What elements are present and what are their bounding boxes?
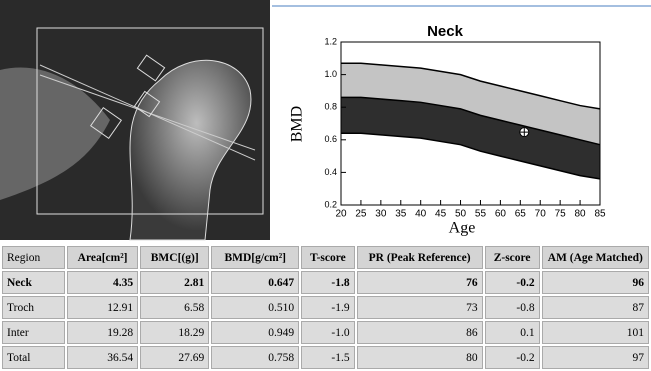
table-cell: BMD[g/cm²] bbox=[211, 246, 299, 269]
y-tick-label: 1.0 bbox=[324, 69, 337, 79]
y-tick-label: 0.8 bbox=[324, 102, 337, 112]
table-cell: 80 bbox=[357, 346, 483, 369]
table-cell: 101 bbox=[542, 321, 649, 344]
table-cell: PR (Peak Reference) bbox=[357, 246, 483, 269]
table-cell: 4.35 bbox=[67, 271, 138, 294]
table-cell: 27.69 bbox=[140, 346, 209, 369]
table-cell: 97 bbox=[542, 346, 649, 369]
table-cell: Area[cm²] bbox=[67, 246, 138, 269]
table-cell: BMC[(g)] bbox=[140, 246, 209, 269]
table-cell: 87 bbox=[542, 296, 649, 319]
table-cell: AM (Age Matched) bbox=[542, 246, 649, 269]
chart-title: Neck bbox=[427, 23, 464, 40]
table-cell: -0.2 bbox=[485, 346, 540, 369]
x-tick-label: 40 bbox=[415, 209, 427, 220]
table-cell: Region bbox=[2, 246, 65, 269]
table-cell: Neck bbox=[2, 271, 65, 294]
table-cell: -1.9 bbox=[301, 296, 354, 319]
table-cell: -1.5 bbox=[301, 346, 354, 369]
table-cell: Troch bbox=[2, 296, 65, 319]
table-cell: 0.1 bbox=[485, 321, 540, 344]
x-tick-label: 60 bbox=[495, 209, 507, 220]
table-cell: -1.8 bbox=[301, 271, 354, 294]
table-cell: 0.949 bbox=[211, 321, 299, 344]
x-tick-label: 75 bbox=[555, 209, 567, 220]
report: Neck BMD Age 0.20.40.60.81.01.2202530354… bbox=[0, 0, 651, 365]
table-cell: T-score bbox=[301, 246, 354, 269]
table-cell: Total bbox=[2, 346, 65, 369]
table-cell: 36.54 bbox=[67, 346, 138, 369]
x-tick-label: 85 bbox=[594, 209, 606, 220]
table-cell: 76 bbox=[357, 271, 483, 294]
table-cell: -0.2 bbox=[485, 271, 540, 294]
table-cell: -0.8 bbox=[485, 296, 540, 319]
x-tick-label: 80 bbox=[575, 209, 587, 220]
scan-image bbox=[0, 0, 270, 240]
x-tick-label: 25 bbox=[355, 209, 367, 220]
x-tick-label: 45 bbox=[435, 209, 447, 220]
x-tick-label: 20 bbox=[335, 209, 347, 220]
y-tick-label: 0.4 bbox=[324, 167, 337, 177]
table-cell: 12.91 bbox=[67, 296, 138, 319]
y-axis-label: BMD bbox=[289, 106, 306, 142]
table-cell: 73 bbox=[357, 296, 483, 319]
table-cell: 6.58 bbox=[140, 296, 209, 319]
x-tick-label: 50 bbox=[455, 209, 467, 220]
table-cell: 96 bbox=[542, 271, 649, 294]
table-cell: Z-score bbox=[485, 246, 540, 269]
table-cell: 0.647 bbox=[211, 271, 299, 294]
x-tick-label: 35 bbox=[395, 209, 407, 220]
table-cell: -1.0 bbox=[301, 321, 354, 344]
table-cell: Inter bbox=[2, 321, 65, 344]
x-tick-label: 65 bbox=[515, 209, 527, 220]
y-tick-label: 0.6 bbox=[324, 134, 337, 144]
table-cell: 19.28 bbox=[67, 321, 138, 344]
table-cell: 18.29 bbox=[140, 321, 209, 344]
x-tick-label: 30 bbox=[375, 209, 387, 220]
x-tick-label: 55 bbox=[475, 209, 487, 220]
table-cell: 86 bbox=[357, 321, 483, 344]
table-cell: 0.510 bbox=[211, 296, 299, 319]
table-cell: 0.758 bbox=[211, 346, 299, 369]
y-tick-label: 1.2 bbox=[324, 36, 337, 46]
x-axis-label: Age bbox=[449, 220, 476, 237]
table-cell: 2.81 bbox=[140, 271, 209, 294]
x-tick-label: 70 bbox=[535, 209, 547, 220]
